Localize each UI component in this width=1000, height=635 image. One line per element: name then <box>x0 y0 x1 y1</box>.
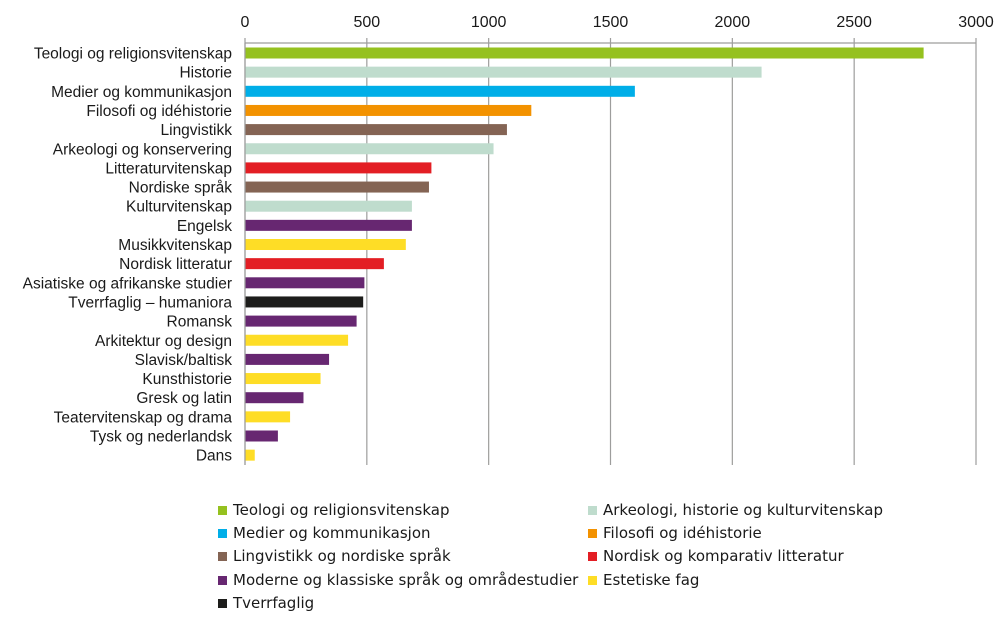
legend-item: Lingvistikk og nordiske språk <box>218 547 451 565</box>
category-label: Engelsk <box>177 218 232 235</box>
legend-item: Moderne og klassiske språk og områdestud… <box>218 571 578 589</box>
category-label: Asiatiske og afrikanske studier <box>23 275 232 292</box>
x-tick-label: 2500 <box>836 14 872 31</box>
bar <box>245 85 635 97</box>
legend-swatch <box>588 505 597 515</box>
bar <box>245 430 278 442</box>
legend-item: Filosofi og idéhistorie <box>588 524 762 542</box>
bar <box>245 162 432 174</box>
category-label: Filosofi og idéhistorie <box>86 103 232 120</box>
bar <box>245 277 365 289</box>
bar <box>245 181 429 193</box>
legend-label: Estetiske fag <box>603 571 700 589</box>
category-label: Arkeologi og konservering <box>53 141 232 158</box>
category-label: Lingvistikk <box>161 122 233 139</box>
legend-label: Medier og kommunikasjon <box>233 524 431 542</box>
legend-label: Lingvistikk og nordiske språk <box>233 547 451 565</box>
bar <box>245 296 364 308</box>
legend-item: Estetiske fag <box>588 571 699 589</box>
category-label: Tysk og nederlandsk <box>90 429 232 446</box>
bar <box>245 258 384 270</box>
bar <box>245 124 507 136</box>
x-tick-label: 0 <box>241 14 250 31</box>
legend-label: Moderne og klassiske språk og områdestud… <box>233 571 579 589</box>
bar <box>245 47 924 59</box>
bar <box>245 353 330 365</box>
bars <box>244 43 924 465</box>
category-label: Litteraturvitenskap <box>105 160 232 177</box>
category-label: Teologi og religionsvitenskap <box>34 46 232 63</box>
x-tick-label: 2000 <box>715 14 751 31</box>
category-label: Musikkvitenskap <box>118 237 232 254</box>
bar <box>245 104 532 116</box>
category-labels: Teologi og religionsvitenskap Historie Med… <box>23 46 233 465</box>
legend-swatch <box>588 575 597 585</box>
bar <box>245 66 762 78</box>
bar <box>245 373 321 385</box>
bar <box>245 411 291 423</box>
legend-item: Tverrfaglig <box>218 594 314 612</box>
category-label: Tverrfaglig – humaniora <box>68 294 232 311</box>
x-tick-label: 1000 <box>471 14 507 31</box>
category-label: Historie <box>179 65 232 82</box>
bar <box>245 449 255 461</box>
legend-swatch <box>588 528 597 538</box>
category-label: Medier og kommunikasjon <box>51 84 232 101</box>
legend-swatch <box>218 505 227 515</box>
category-label: Romansk <box>167 314 233 331</box>
legend-swatch <box>588 551 597 561</box>
x-axis-ticks: 0 500 1000 1500 2000 2500 3000 <box>241 14 994 31</box>
legend-swatch <box>218 575 227 585</box>
bar <box>245 143 494 155</box>
legend-label: Arkeologi, historie og kulturvitenskap <box>603 501 883 519</box>
legend-swatch <box>218 528 227 538</box>
legend-item: Nordisk og komparativ litteratur <box>588 547 844 565</box>
legend-swatch <box>218 598 227 608</box>
category-label: Gresk og latin <box>136 390 232 407</box>
legend-item: Teologi og religionsvitenskap <box>218 501 450 519</box>
category-label: Dans <box>196 448 232 465</box>
bar <box>245 334 349 346</box>
bar <box>245 315 357 327</box>
bar <box>245 392 304 404</box>
legend-item: Arkeologi, historie og kulturvitenskap <box>588 501 883 519</box>
bar <box>245 200 412 212</box>
legend-item: Medier og kommunikasjon <box>218 524 431 542</box>
category-label: Kulturvitenskap <box>126 199 232 216</box>
legend-label: Filosofi og idéhistorie <box>603 524 762 542</box>
x-tick-label: 1500 <box>593 14 629 31</box>
category-label: Kunsthistorie <box>142 371 232 388</box>
category-label: Nordiske språk <box>129 180 233 197</box>
bar <box>245 239 406 250</box>
category-label: Arkitektur og design <box>95 333 232 350</box>
category-label: Slavisk/baltisk <box>135 352 233 369</box>
legend-label: Teologi og religionsvitenskap <box>233 501 450 519</box>
legend-swatch <box>218 551 227 561</box>
legend-label: Tverrfaglig <box>233 594 315 612</box>
category-label: Teatervitenskap og drama <box>54 409 233 426</box>
x-tick-label: 3000 <box>958 14 994 31</box>
category-label: Nordisk litteratur <box>119 256 232 273</box>
bar <box>245 219 412 231</box>
x-tick-label: 500 <box>353 14 380 31</box>
legend-label: Nordisk og komparativ litteratur <box>603 547 844 565</box>
grid-layer <box>244 38 977 465</box>
